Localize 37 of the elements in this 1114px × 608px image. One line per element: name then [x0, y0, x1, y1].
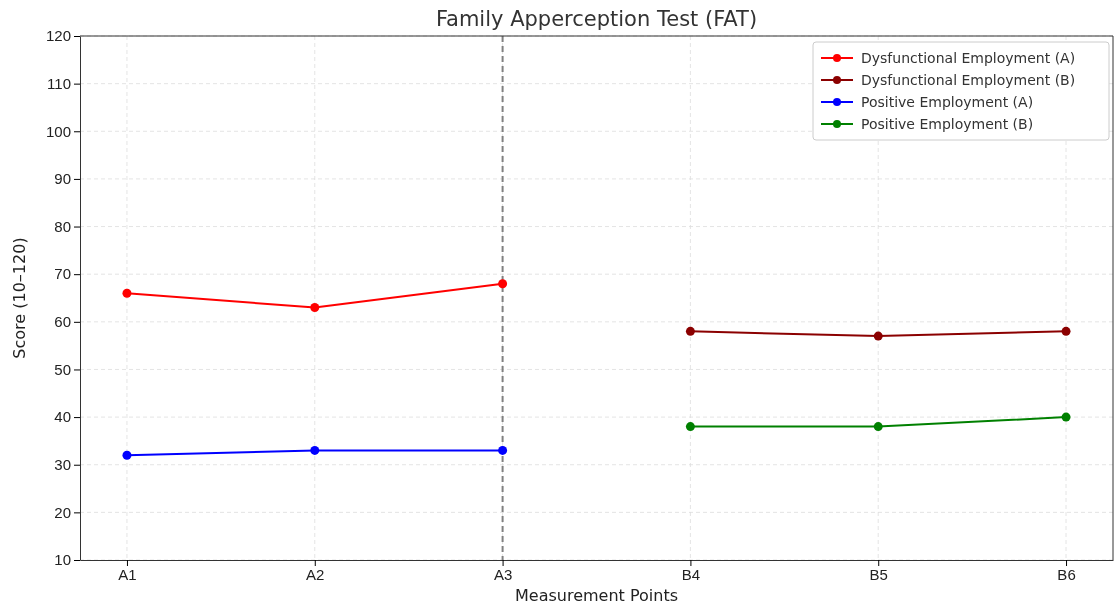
legend-label: Dysfunctional Employment (A): [861, 50, 1076, 66]
y-tick-label: 20: [54, 503, 71, 521]
x-axis-title: Measurement Points: [515, 586, 678, 605]
point: [498, 279, 508, 289]
point: [685, 326, 695, 336]
legend-label: Positive Employment (B): [861, 116, 1034, 132]
point: [122, 450, 132, 460]
point: [1061, 326, 1071, 336]
point: [873, 331, 883, 341]
y-tick-label: 110: [47, 74, 71, 92]
chart-title: Family Apperception Test (FAT): [435, 7, 758, 31]
y-tick-label: 80: [54, 217, 71, 235]
point: [122, 288, 132, 298]
y-tick-label: 60: [54, 313, 71, 331]
y-tick-label: 120: [45, 27, 71, 45]
y-tick-label: 70: [54, 265, 71, 283]
point: [1061, 412, 1071, 422]
point: [685, 422, 695, 432]
y-tick-label: 100: [45, 122, 71, 140]
x-tick-label: B5: [869, 565, 888, 583]
y-tick-label: 10: [54, 551, 71, 569]
x-tick-label: A3: [493, 565, 513, 583]
y-tick-label: 50: [54, 360, 71, 378]
point: [310, 303, 320, 313]
y-axis-title: Score (10–120): [10, 237, 29, 359]
legend-label: Dysfunctional Employment (B): [861, 72, 1076, 88]
x-tick-label: A2: [306, 565, 325, 583]
point: [873, 422, 883, 432]
legend-label: Positive Employment (A): [861, 94, 1034, 110]
y-tick-label: 90: [54, 170, 71, 188]
x-tick-label: B6: [1057, 565, 1076, 583]
point: [310, 445, 320, 455]
y-tick-label: 30: [54, 456, 71, 474]
x-tick-label: B4: [681, 565, 701, 583]
x-tick-label: A1: [118, 565, 137, 583]
point: [498, 445, 508, 455]
y-tick-label: 40: [54, 408, 71, 426]
